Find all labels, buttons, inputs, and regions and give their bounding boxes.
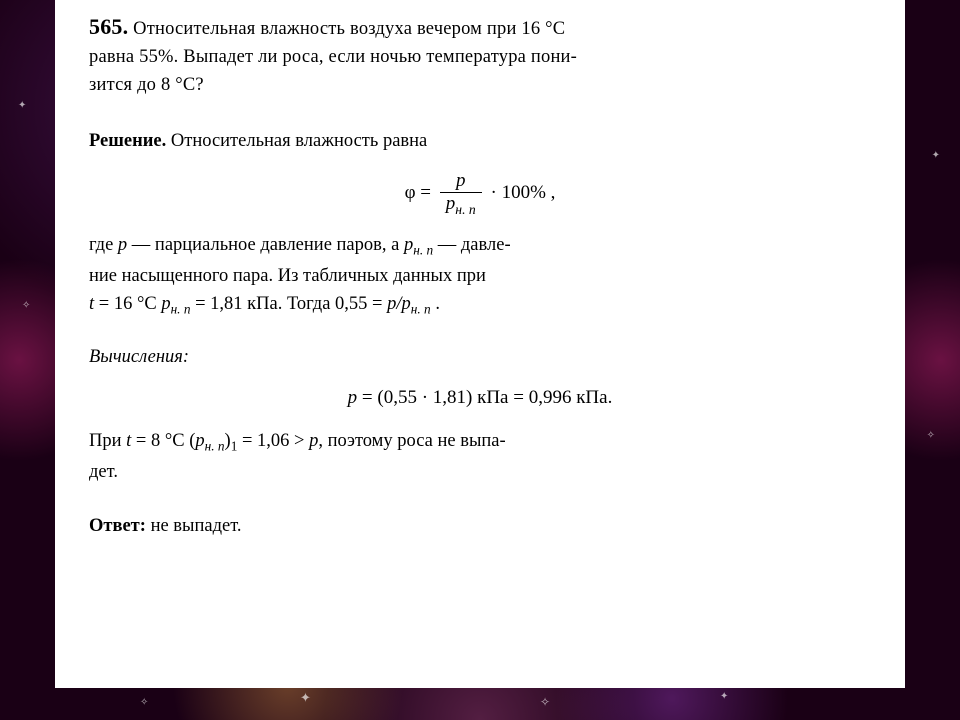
answer-line: Ответ: не выпадет. [89, 512, 871, 541]
t: — давле- [433, 235, 510, 255]
t: . [431, 294, 440, 314]
solution-heading: Решение. [89, 131, 166, 151]
var-pnp: pн. п [195, 431, 224, 451]
answer-label: Ответ: [89, 516, 146, 536]
var-pnp: pн. п [161, 294, 190, 314]
t: дет. [89, 462, 118, 482]
t: = 8 °С ( [131, 431, 195, 451]
t: где [89, 235, 118, 255]
t: При [89, 431, 126, 451]
t: = 16 °С [94, 294, 161, 314]
var-p: p [118, 235, 127, 255]
t: = 1,81 кПа. Тогда 0,55 = [190, 294, 387, 314]
formula-lhs: φ = [405, 182, 431, 203]
t: , поэтому роса не выпа- [318, 431, 505, 451]
ratio: p/pн. п [387, 294, 431, 314]
solution-intro-text: Относительная влажность равна [171, 131, 427, 151]
problem-text-1: Относительная влажность воздуха вечером … [133, 19, 565, 39]
calculations-heading: Вычисления: [89, 343, 871, 372]
t: ние насыщенного пара. Из табличных данны… [89, 266, 486, 286]
formula-calc: p = (0,55 · 1,81) кПа = 0,996 кПа. [89, 387, 871, 409]
formula-rhs: · 100% , [491, 182, 556, 203]
var-pnp: pн. п [404, 235, 433, 255]
problem-statement: 565. Относительная влажность воздуха веч… [89, 10, 871, 99]
formula-numerator: p [440, 170, 482, 193]
solution-para2: При t = 8 °С (pн. п)1 = 1,06 > p, поэтом… [89, 427, 871, 486]
t: = 1,06 > [237, 431, 309, 451]
answer-text: не выпадет. [146, 516, 242, 536]
solution-para1: где p — парциальное давление паров, а pн… [89, 231, 871, 320]
calc-body: = (0,55 · 1,81) кПа = 0,996 кПа. [357, 387, 612, 408]
formula-fraction: p pн. п [440, 170, 482, 217]
var-p: p [309, 431, 318, 451]
t: — парциальное давление паров, а [127, 235, 404, 255]
problem-text-2: равна 55%. Выпадет ли роса, если ночью т… [89, 47, 577, 67]
solution-intro: Решение. Относительная влажность равна [89, 127, 871, 156]
formula-humidity: φ = p pн. п · 100% , [89, 170, 871, 217]
problem-number: 565. [89, 14, 128, 39]
formula-denominator: pн. п [440, 193, 482, 218]
document-page: 565. Относительная влажность воздуха веч… [55, 0, 905, 688]
problem-text-3: зится до 8 °С? [89, 75, 204, 95]
var-p: p [348, 387, 358, 408]
